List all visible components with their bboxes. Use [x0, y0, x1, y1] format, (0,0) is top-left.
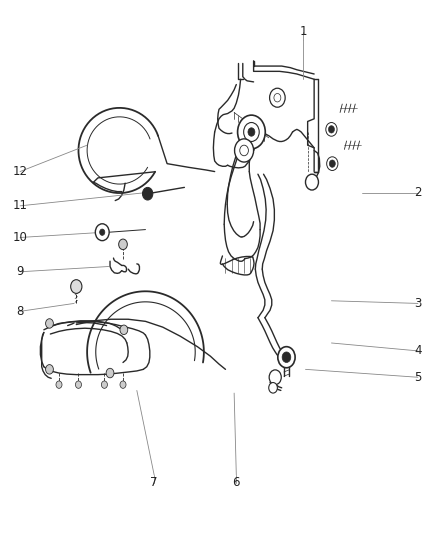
Text: 7: 7	[150, 477, 158, 489]
Circle shape	[274, 93, 281, 102]
Circle shape	[106, 368, 114, 378]
Text: 11: 11	[13, 199, 28, 212]
Circle shape	[282, 352, 291, 362]
Text: 2: 2	[414, 186, 422, 199]
Circle shape	[101, 381, 107, 389]
Circle shape	[75, 381, 81, 389]
Circle shape	[95, 224, 109, 241]
Circle shape	[119, 239, 127, 249]
Circle shape	[56, 381, 62, 389]
Circle shape	[269, 383, 277, 393]
Circle shape	[71, 280, 82, 293]
Circle shape	[120, 325, 128, 335]
Text: 10: 10	[13, 231, 28, 244]
Circle shape	[46, 319, 53, 328]
Circle shape	[328, 126, 335, 133]
Text: 5: 5	[414, 371, 422, 384]
Circle shape	[278, 346, 295, 368]
Circle shape	[240, 145, 248, 156]
Circle shape	[244, 123, 259, 141]
Text: 12: 12	[13, 165, 28, 178]
Circle shape	[237, 115, 265, 149]
Circle shape	[142, 188, 153, 200]
Text: 4: 4	[414, 344, 422, 358]
Text: 6: 6	[233, 477, 240, 489]
Circle shape	[329, 160, 336, 167]
Circle shape	[235, 139, 254, 162]
Text: 1: 1	[300, 25, 307, 38]
Circle shape	[120, 381, 126, 389]
Circle shape	[248, 128, 255, 136]
Circle shape	[100, 229, 105, 236]
Circle shape	[46, 365, 53, 374]
Circle shape	[269, 370, 281, 385]
Text: 8: 8	[16, 305, 24, 318]
Circle shape	[270, 88, 285, 107]
Circle shape	[305, 174, 318, 190]
Text: 3: 3	[414, 297, 422, 310]
Text: 9: 9	[16, 265, 24, 278]
